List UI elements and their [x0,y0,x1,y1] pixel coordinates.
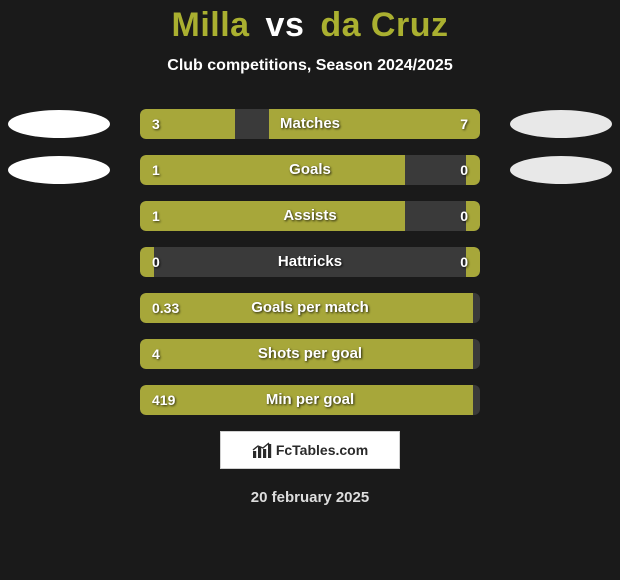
bar-track: 4Shots per goal [140,339,480,369]
bar-track: 00Hattricks [140,247,480,277]
title-player2: da Cruz [320,6,448,44]
team-badge-left [8,110,110,138]
bar-fill-left [140,247,154,277]
date-text: 20 february 2025 [0,489,620,506]
stat-row: 37Matches [0,109,620,139]
team-badge-left [8,156,110,184]
bar-track: 0.33Goals per match [140,293,480,323]
stat-label: Hattricks [140,247,480,277]
bar-fill-right [269,109,480,139]
bar-track: 10Assists [140,201,480,231]
bar-fill-right [466,155,480,185]
stat-row: 4Shots per goal [0,339,620,369]
bar-track: 37Matches [140,109,480,139]
bar-fill-left [140,293,473,323]
bar-fill-left [140,109,235,139]
bar-fill-left [140,339,473,369]
subtitle: Club competitions, Season 2024/2025 [0,57,620,75]
stat-row: 10Goals [0,155,620,185]
bar-fill-right [466,201,480,231]
bar-fill-left [140,201,405,231]
bar-track: 419Min per goal [140,385,480,415]
bar-fill-left [140,385,473,415]
stat-rows: 37Matches 10Goals 10Assists 00Hattricks 0.33… [0,109,620,415]
page-title: Milla vs da Cruz [0,6,620,45]
team-badge-right [510,156,612,184]
title-vs: vs [266,6,305,44]
bar-fill-right [466,247,480,277]
bars-icon [252,441,272,459]
team-badge-right [510,110,612,138]
stat-row: 419Min per goal [0,385,620,415]
comparison-infographic: Milla vs da Cruz Club competitions, Seas… [0,0,620,580]
title-player1: Milla [172,6,250,44]
bar-track: 10Goals [140,155,480,185]
logo-text: FcTables.com [276,442,368,458]
stat-row: 00Hattricks [0,247,620,277]
stat-row: 10Assists [0,201,620,231]
bar-fill-left [140,155,405,185]
source-logo: FcTables.com [220,431,400,469]
stat-row: 0.33Goals per match [0,293,620,323]
